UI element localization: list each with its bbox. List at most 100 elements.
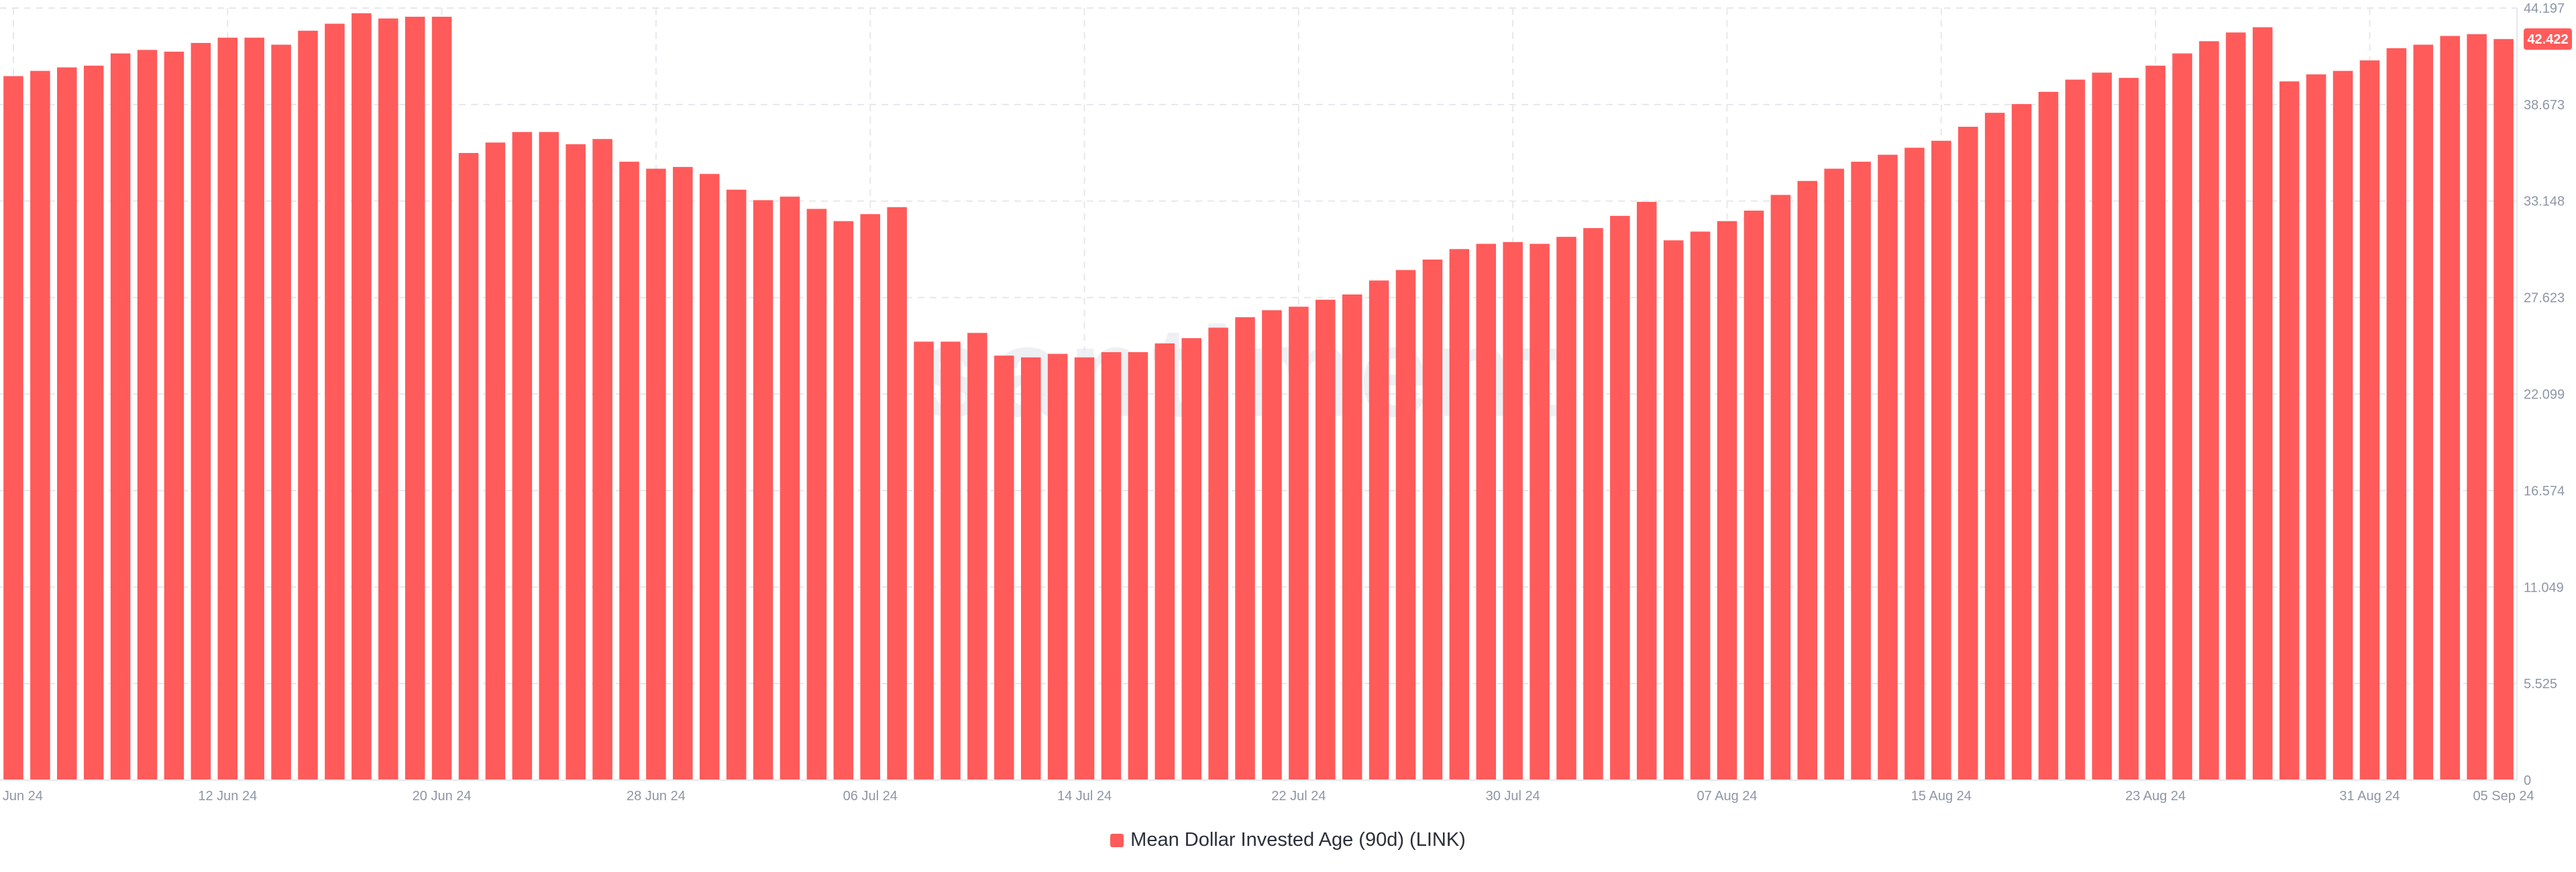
y-tick-label: 38.673 bbox=[2524, 98, 2565, 113]
x-tick-label: 07 Aug 24 bbox=[1697, 789, 1757, 804]
bar bbox=[405, 16, 425, 781]
bar bbox=[1797, 180, 1818, 780]
current-value-badge-text: 42.422 bbox=[2527, 32, 2568, 47]
grid-lines bbox=[0, 7, 2517, 780]
bar bbox=[2467, 34, 2487, 781]
y-tick-label: 16.574 bbox=[2524, 484, 2565, 498]
bar bbox=[699, 174, 720, 780]
bar bbox=[566, 144, 586, 780]
bar bbox=[2118, 78, 2139, 781]
bar bbox=[1878, 154, 1898, 780]
bar bbox=[298, 30, 318, 781]
x-tick-label: 20 Jun 24 bbox=[413, 789, 472, 804]
bar bbox=[1717, 221, 1737, 780]
bar bbox=[967, 333, 987, 780]
x-tick-label: 14 Jul 24 bbox=[1057, 789, 1112, 804]
current-value-badge-bg bbox=[2524, 28, 2572, 50]
bar bbox=[2038, 91, 2059, 781]
bar bbox=[941, 341, 961, 780]
bar bbox=[673, 166, 693, 780]
bar bbox=[1020, 357, 1041, 780]
x-tick-label: 31 Aug 24 bbox=[2339, 789, 2400, 804]
bar bbox=[30, 70, 50, 781]
bar bbox=[2279, 81, 2300, 781]
x-axis-ticks: 04 Jun 24 12 Jun 24 20 Jun 24 28 Jun 24 06 J… bbox=[0, 789, 2534, 804]
bar bbox=[1235, 317, 1255, 780]
bar bbox=[137, 50, 158, 781]
bar bbox=[2145, 65, 2165, 781]
bar bbox=[57, 67, 77, 781]
x-tick-label: 30 Jul 24 bbox=[1486, 789, 1540, 804]
bar bbox=[753, 200, 773, 780]
bar bbox=[1743, 211, 1764, 780]
x-tick-label: 12 Jun 24 bbox=[198, 789, 257, 804]
bar bbox=[1316, 299, 1336, 780]
y-tick-label: 44.197 bbox=[2524, 1, 2565, 16]
bar bbox=[2386, 48, 2407, 781]
bar bbox=[1449, 249, 1470, 781]
bar bbox=[619, 162, 639, 780]
bar bbox=[1395, 270, 1416, 781]
bar bbox=[1957, 127, 1978, 781]
x-tick-label: 04 Jun 24 bbox=[0, 789, 43, 804]
bar bbox=[994, 356, 1014, 780]
bar bbox=[860, 214, 881, 780]
bar bbox=[2226, 32, 2246, 781]
bar bbox=[2199, 41, 2219, 781]
bar bbox=[2092, 72, 2112, 781]
y-tick-label: 5.525 bbox=[2524, 677, 2557, 692]
bar bbox=[458, 153, 479, 780]
bar bbox=[539, 131, 559, 781]
bar bbox=[2011, 104, 2032, 780]
legend-label: Mean Dollar Invested Age (90d) (LINK) bbox=[1130, 829, 1466, 851]
bar bbox=[1610, 215, 1630, 780]
bar bbox=[592, 139, 612, 781]
bar bbox=[1289, 307, 1309, 780]
bar bbox=[1128, 351, 1148, 780]
x-tick-label: 05 Sep 24 bbox=[2473, 789, 2534, 804]
bar bbox=[1770, 195, 1791, 780]
bar bbox=[1636, 201, 1657, 780]
bar bbox=[2065, 79, 2086, 781]
bar bbox=[1663, 240, 1684, 781]
bar bbox=[1690, 231, 1711, 781]
bar bbox=[1476, 243, 1497, 781]
bar bbox=[1155, 343, 1175, 780]
bar bbox=[806, 209, 827, 780]
bar bbox=[1851, 162, 1871, 780]
bar bbox=[2172, 53, 2192, 781]
bar bbox=[1342, 294, 1362, 780]
bar bbox=[2440, 36, 2460, 781]
y-tick-label: 27.623 bbox=[2524, 291, 2565, 306]
y-axis-ticks: 0 5.525 11.049 16.574 22.099 27.623 33.148 38.6… bbox=[2524, 1, 2565, 788]
bar bbox=[2332, 70, 2353, 781]
x-tick-label: 23 Aug 24 bbox=[2125, 789, 2186, 804]
bar bbox=[2413, 44, 2434, 781]
bar bbox=[1074, 357, 1095, 780]
bar bbox=[431, 16, 452, 781]
bar bbox=[833, 221, 854, 780]
y-tick-label: 0 bbox=[2524, 773, 2531, 788]
bar-series bbox=[3, 13, 2514, 781]
bar bbox=[271, 44, 291, 781]
bar bbox=[1984, 113, 2005, 780]
bar bbox=[1503, 241, 1523, 781]
bar bbox=[217, 38, 238, 781]
x-tick-label: 06 Jul 24 bbox=[843, 789, 898, 804]
bar bbox=[191, 43, 211, 781]
bar bbox=[1824, 168, 1844, 780]
bar bbox=[780, 197, 800, 780]
bar bbox=[110, 53, 131, 781]
bar bbox=[1368, 280, 1389, 780]
x-tick-label: 28 Jun 24 bbox=[627, 789, 686, 804]
bar bbox=[3, 76, 23, 781]
bar bbox=[1583, 228, 1603, 781]
bar bbox=[726, 189, 747, 780]
legend: Mean Dollar Invested Age (90d) (LINK) bbox=[0, 829, 2576, 851]
bar bbox=[887, 207, 907, 780]
bar bbox=[83, 65, 104, 781]
bar bbox=[2306, 74, 2326, 781]
bar bbox=[244, 38, 264, 781]
bar bbox=[1931, 140, 1951, 781]
